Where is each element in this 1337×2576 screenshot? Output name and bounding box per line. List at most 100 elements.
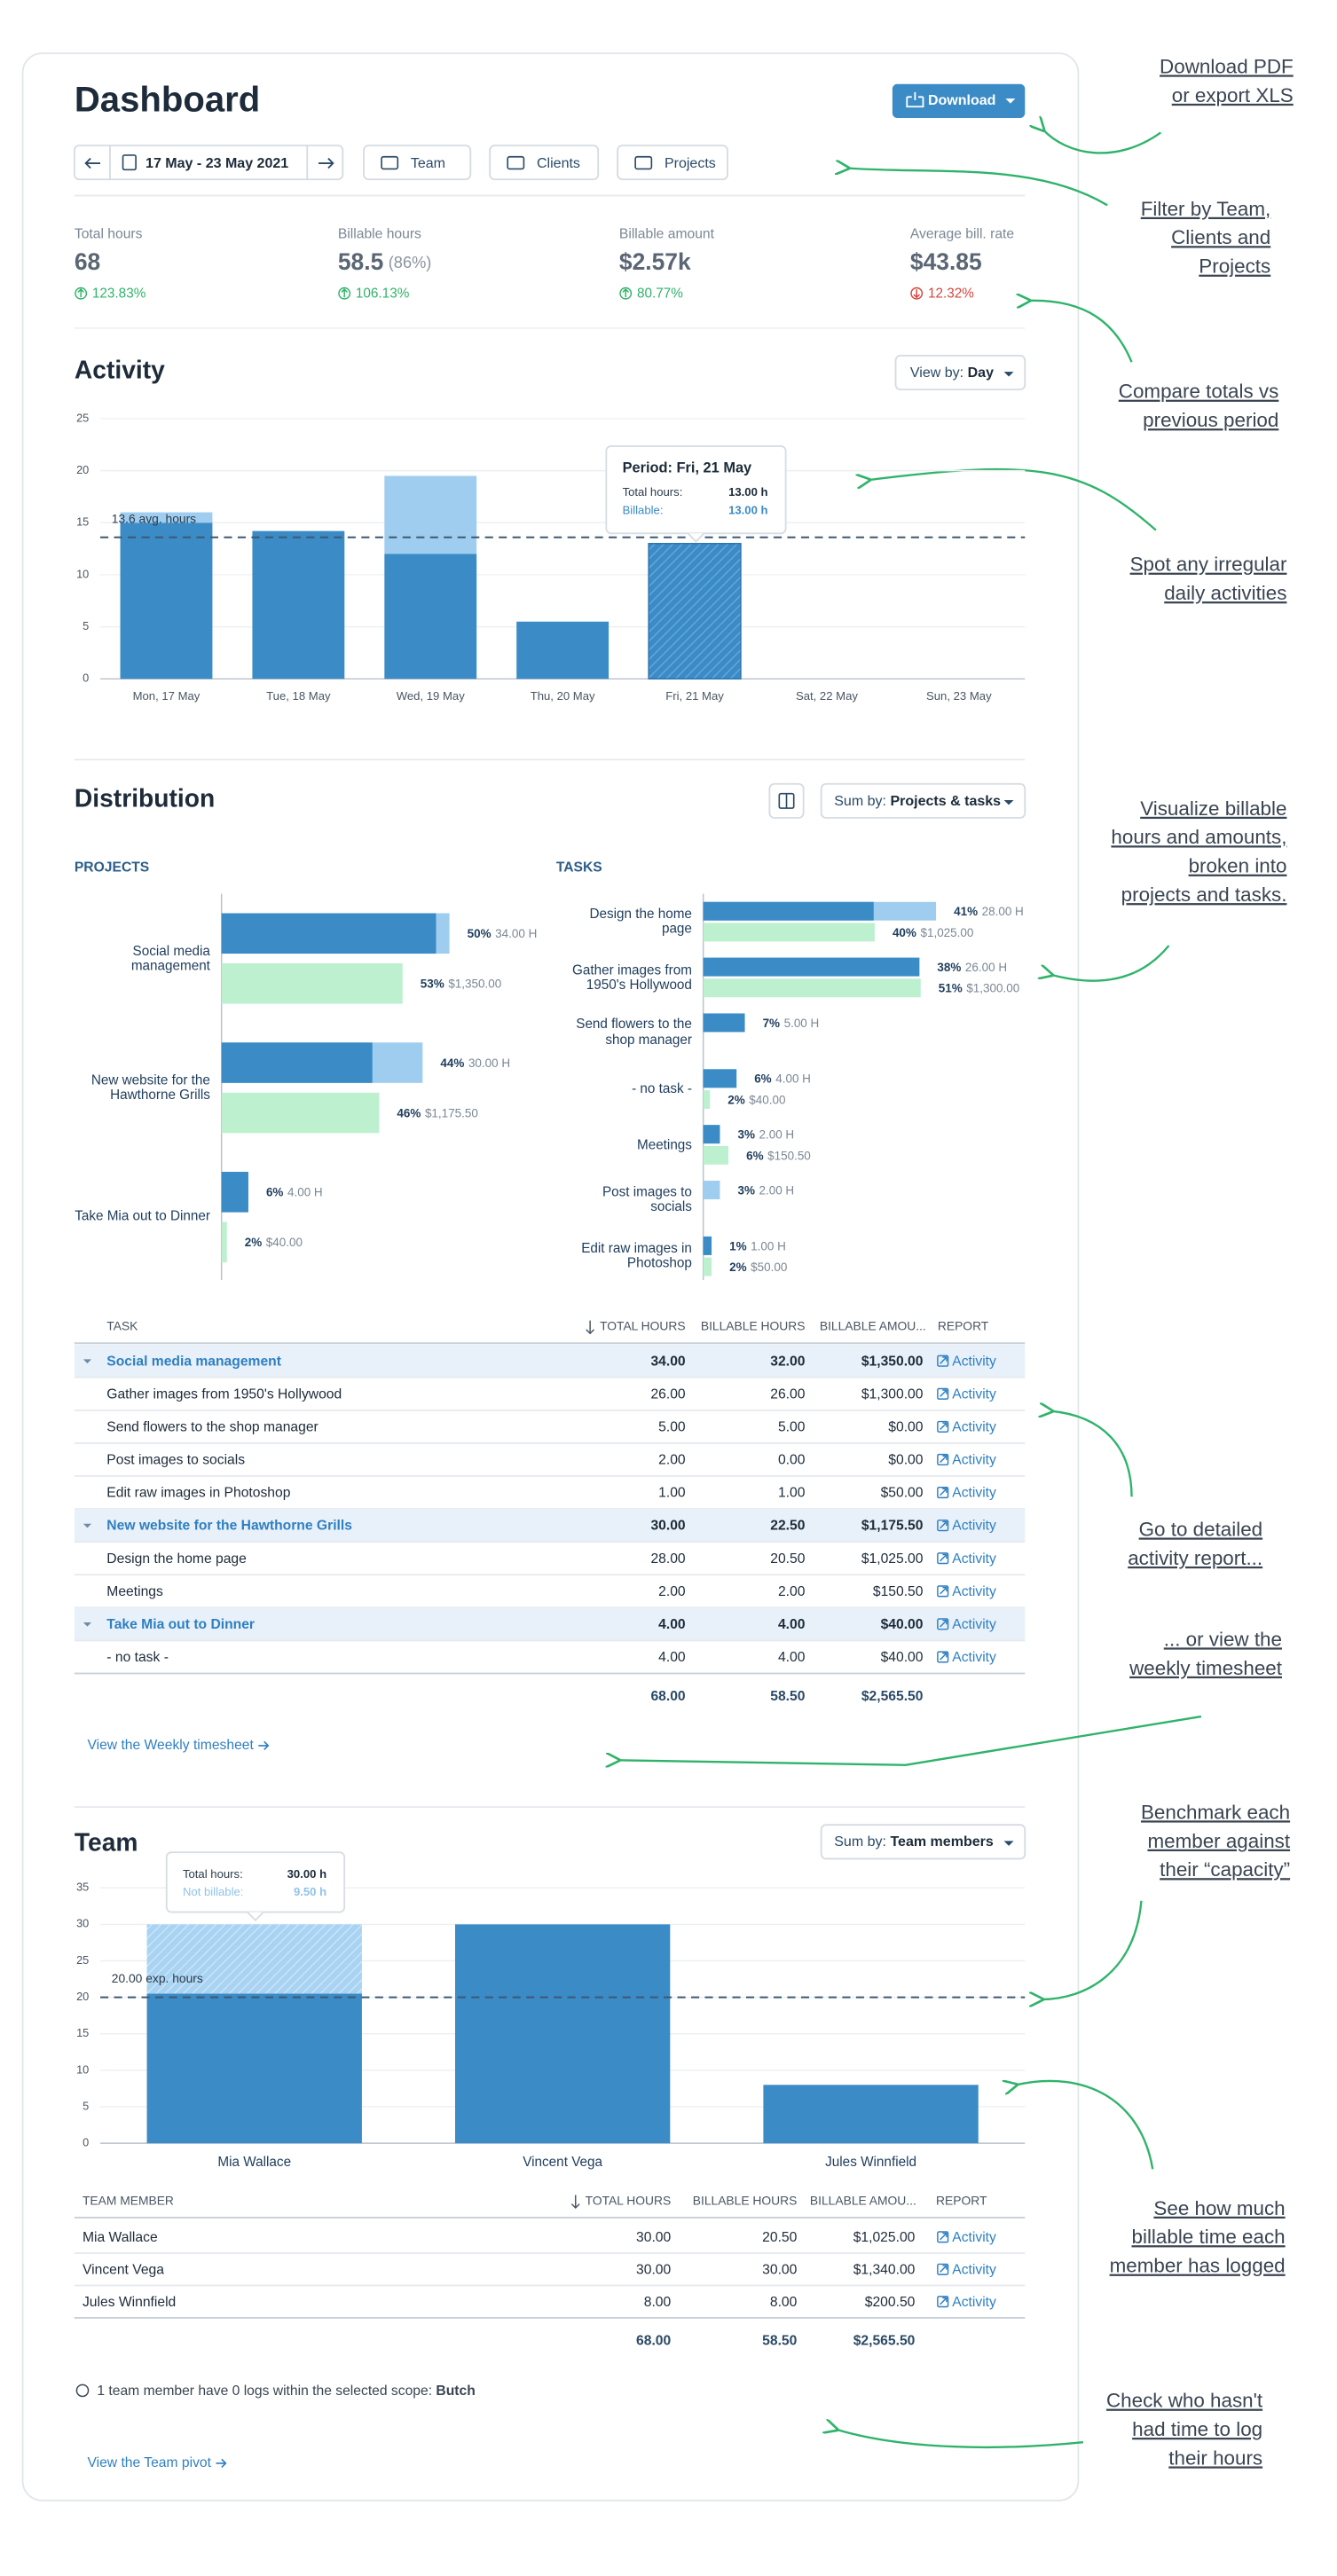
cell: 30.00 xyxy=(762,2262,797,2277)
report-link[interactable]: Activity xyxy=(952,2295,996,2310)
hours-value: 2.00 H xyxy=(759,1127,794,1141)
report-link[interactable]: Activity xyxy=(952,1551,996,1567)
link-arrow xyxy=(216,2458,227,2469)
cell: Gather images from 1950's Hollywood xyxy=(106,1386,342,1402)
amount-bar xyxy=(703,1257,712,1276)
cell: 2.00 xyxy=(658,1584,686,1599)
report-link[interactable]: Activity xyxy=(952,1617,996,1632)
cell: $40.00 xyxy=(881,1617,924,1632)
report-link[interactable]: Activity xyxy=(952,1453,996,1468)
trend-icon xyxy=(619,287,633,300)
trend-icon xyxy=(75,287,88,300)
y-tick-label: 0 xyxy=(83,2136,89,2149)
section-title: Team xyxy=(75,1827,138,1856)
timesheet-link[interactable]: View the Weekly timesheet xyxy=(87,1738,254,1753)
amount-value: $50.00 xyxy=(751,1261,787,1274)
filter-icon xyxy=(507,155,525,170)
total: 68.00 xyxy=(650,1689,685,1704)
share: 41% xyxy=(954,905,978,918)
hours-value: 2.00 H xyxy=(759,1183,794,1197)
bar-segment xyxy=(384,554,477,679)
report-link[interactable]: Activity xyxy=(952,1519,996,1534)
caret xyxy=(1005,98,1016,104)
report-link[interactable]: Activity xyxy=(952,2262,996,2277)
trend-icon xyxy=(910,287,924,300)
item-name: Meetings xyxy=(636,1135,692,1152)
item-name: Gather images from 1950's Hollywood xyxy=(572,961,692,993)
amount-label: 53% $1,350.00 xyxy=(421,977,501,990)
download-button[interactable] xyxy=(892,83,1026,119)
prev-icon[interactable] xyxy=(84,157,101,169)
link-icon xyxy=(937,1520,949,1532)
amount-bar xyxy=(221,1221,227,1263)
arrow xyxy=(1042,130,1162,154)
share: 2% xyxy=(245,1236,262,1249)
sum-by-button[interactable] xyxy=(820,782,1026,819)
next-icon[interactable] xyxy=(319,157,334,169)
bar-segment xyxy=(252,530,345,679)
report-link[interactable]: Activity xyxy=(952,1486,996,1501)
pivot-link[interactable]: View the Team pivot xyxy=(87,2455,211,2470)
link-icon xyxy=(937,1453,949,1466)
report-link[interactable]: Activity xyxy=(952,1584,996,1599)
cell: $50.00 xyxy=(881,1486,924,1501)
amount-value: $1,350.00 xyxy=(448,977,501,990)
report-link[interactable]: Activity xyxy=(952,1354,996,1369)
column-header: BILLABLE HOURS xyxy=(701,1319,806,1333)
label-box: - no task - xyxy=(632,1080,692,1096)
bar-segment xyxy=(516,621,610,679)
y-tick-label: 20 xyxy=(76,463,89,476)
y-tick-label: 15 xyxy=(76,515,89,529)
tooltip-value: 30.00 h xyxy=(287,1867,326,1881)
sum-by-button[interactable] xyxy=(820,1824,1026,1860)
cell: 5.00 xyxy=(658,1419,686,1434)
share: 7% xyxy=(763,1016,780,1029)
label-box: Post images to socials xyxy=(602,1183,692,1213)
report-link[interactable]: Activity xyxy=(952,1419,996,1434)
filter-button[interactable] xyxy=(363,145,472,181)
annotation: member against xyxy=(1147,1830,1290,1852)
info-icon xyxy=(75,2384,90,2398)
filter-button[interactable] xyxy=(489,145,600,181)
amount-bar xyxy=(703,923,875,942)
annotation: member has logged xyxy=(1110,2255,1286,2277)
view-by: View by: Day xyxy=(910,365,994,381)
cell: 4.00 xyxy=(658,1650,686,1665)
annotation: Download PDF xyxy=(1160,55,1294,77)
cell: 20.50 xyxy=(762,2230,797,2245)
annotation: their “capacity” xyxy=(1160,1858,1290,1881)
kpi-extra: (86%) xyxy=(389,254,432,271)
column-header: REPORT xyxy=(936,2193,987,2207)
hours-value: 28.00 H xyxy=(982,905,1024,918)
section-title: Distribution xyxy=(75,783,215,812)
kpi-change: 80.77% xyxy=(637,287,683,302)
annotation: daily activities xyxy=(1164,582,1286,604)
tasks-heading: TASKS xyxy=(556,860,602,876)
hours-label: 44% 30.00 H xyxy=(440,1056,510,1070)
annotation: Clients and xyxy=(1171,226,1270,248)
view-by-button[interactable] xyxy=(894,354,1026,391)
link-icon xyxy=(937,2296,949,2308)
date-picker[interactable] xyxy=(73,145,344,181)
report-link[interactable]: Activity xyxy=(952,1386,996,1402)
view-by-label: View by: xyxy=(910,365,963,381)
sum-by-label: Sum by: xyxy=(834,793,886,809)
share: 38% xyxy=(937,961,961,974)
share: 6% xyxy=(754,1072,771,1085)
report-link[interactable]: Activity xyxy=(952,1650,996,1665)
tooltip-label: Not billable: xyxy=(183,1885,244,1898)
kpi-label: Billable amount xyxy=(619,226,715,241)
billable-bar xyxy=(221,913,436,954)
annotation: hours and amounts, xyxy=(1111,826,1286,848)
column-header: TOTAL HOURS xyxy=(586,2193,672,2207)
cell: 2.00 xyxy=(778,1584,806,1599)
column-header: REPORT xyxy=(938,1319,989,1333)
annotation: See how much xyxy=(1153,2197,1285,2219)
arrow xyxy=(1028,301,1133,363)
report-link[interactable]: Activity xyxy=(952,2230,996,2245)
filter-button[interactable] xyxy=(617,145,728,181)
cell: 4.00 xyxy=(778,1617,806,1632)
annotation: or export XLS xyxy=(1172,84,1294,106)
label-box: Design the home page xyxy=(590,907,692,936)
tooltip-value: 13.00 h xyxy=(728,485,767,499)
